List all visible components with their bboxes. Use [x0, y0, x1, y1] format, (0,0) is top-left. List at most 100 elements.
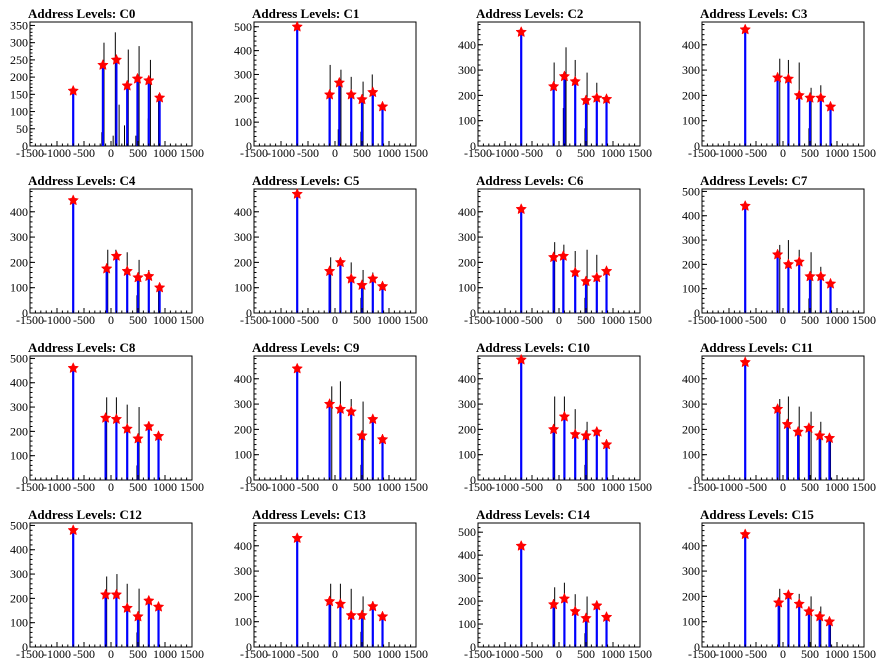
plot-frame	[253, 355, 417, 481]
y-tick-label: 300	[10, 400, 28, 414]
peak-marker	[152, 430, 165, 442]
peak-marker	[739, 199, 751, 211]
y-tick-label: 200	[682, 257, 700, 271]
peak-marker	[600, 610, 613, 623]
peak-marker	[793, 255, 805, 267]
peak-marker	[99, 588, 112, 600]
panel-title: Address Levels: C1	[252, 6, 359, 21]
peak-marker	[547, 423, 560, 435]
x-tick-label: -500	[745, 647, 767, 661]
peak-marker	[152, 600, 165, 612]
y-tick-label: 400	[682, 38, 700, 52]
x-tick-label: -1500	[688, 146, 716, 160]
peak-marker	[345, 609, 357, 621]
y-tick-label: 0	[694, 473, 700, 487]
peak-marker	[558, 70, 571, 82]
peak-marker	[792, 425, 804, 437]
peak-marker	[323, 88, 336, 100]
peak-marker	[803, 605, 815, 617]
y-tick-label: 100	[234, 115, 252, 129]
peak-marker	[143, 594, 155, 606]
y-tick-label: 0	[22, 640, 28, 654]
x-tick-label: 0	[108, 313, 114, 327]
y-tick-label: 400	[682, 372, 700, 386]
peak-marker	[367, 272, 379, 284]
x-tick-label: -1500	[16, 647, 44, 661]
x-tick-label: -1500	[464, 647, 492, 661]
y-tick-label: 0	[246, 640, 252, 654]
x-tick-label: -1500	[240, 146, 268, 160]
y-tick-label: 200	[10, 591, 28, 605]
x-tick-label: -1500	[240, 480, 268, 494]
x-tick-label: 0	[780, 146, 786, 160]
peak-marker	[591, 271, 603, 283]
peak-marker	[547, 251, 560, 263]
x-tick-label: -1500	[464, 480, 492, 494]
x-tick-label: -1000	[267, 146, 295, 160]
panel-title: Address Levels: C10	[476, 340, 590, 355]
peak-marker	[600, 93, 613, 105]
y-tick-label: 400	[458, 548, 476, 562]
x-tick-label: -500	[73, 146, 95, 160]
x-tick-label: 500	[129, 647, 147, 661]
y-tick-label: 100	[10, 449, 28, 463]
y-tick-label: 100	[234, 448, 252, 462]
peak-marker	[813, 429, 826, 441]
x-tick-label: 500	[577, 313, 595, 327]
x-tick-label: -500	[521, 146, 543, 160]
x-tick-label: -1000	[43, 146, 71, 160]
panel-title: Address Levels: C14	[476, 507, 590, 522]
peak-marker	[367, 413, 379, 425]
y-tick-label: 0	[22, 473, 28, 487]
y-tick-label: 500	[10, 518, 28, 532]
y-tick-label: 400	[10, 376, 28, 390]
peak-marker	[345, 405, 357, 417]
peak-marker	[600, 265, 613, 277]
y-tick-label: 100	[682, 114, 700, 128]
peak-marker	[345, 88, 357, 100]
peak-marker	[376, 433, 389, 445]
peak-marker	[771, 248, 784, 260]
chart-panel-c4: Address Levels: C4 0 100 200 300 400 -1500 -100…	[10, 173, 204, 327]
plot-frame	[477, 355, 641, 481]
panel-title: Address Levels: C8	[28, 340, 136, 355]
y-tick-label: 100	[458, 114, 476, 128]
chart-panel-c7: Address Levels: C70100200300400500-1500-…	[682, 173, 876, 327]
x-tick-label: 1000	[153, 647, 177, 661]
y-tick-label: 400	[458, 38, 476, 52]
y-tick-label: 100	[682, 282, 700, 296]
chart-panel-c11: Address Levels: C11 0 100 200 300 400 -1500 -10…	[682, 340, 876, 494]
x-tick-label: -1000	[715, 146, 743, 160]
peak-marker	[291, 362, 303, 374]
x-tick-label: -1000	[715, 480, 743, 494]
y-tick-label: 200	[234, 255, 252, 269]
y-tick-label: 300	[682, 63, 700, 77]
panel-title: Address Levels: C7	[700, 173, 808, 188]
y-tick-label: 0	[470, 306, 476, 320]
y-tick-label: 300	[234, 564, 252, 578]
peak-marker	[739, 23, 751, 35]
x-tick-label: 0	[780, 647, 786, 661]
y-tick-label: 300	[458, 230, 476, 244]
y-tick-label: 100	[10, 281, 28, 295]
x-tick-label: 0	[780, 313, 786, 327]
x-tick-label: -1000	[267, 313, 295, 327]
peak-marker	[323, 265, 336, 277]
plot-frame	[29, 21, 193, 147]
y-tick-label: 0	[246, 473, 252, 487]
x-tick-label: -1000	[267, 480, 295, 494]
peak-marker	[110, 588, 123, 600]
chart-panel-c12: Address Levels: C12 0 100 200 300 400 500 -1500…	[10, 507, 204, 661]
y-tick-label: 100	[682, 615, 700, 629]
y-tick-label: 100	[234, 615, 252, 629]
x-tick-label: 1500	[404, 146, 428, 160]
peak-marker	[334, 256, 347, 268]
y-tick-label: 0	[22, 306, 28, 320]
x-tick-label: 1500	[628, 313, 652, 327]
y-tick-label: 0	[470, 139, 476, 153]
peak-marker	[345, 272, 357, 284]
y-tick-label: 300	[458, 571, 476, 585]
peak-marker	[782, 588, 795, 601]
peak-marker	[376, 610, 389, 622]
x-tick-label: 1000	[153, 480, 177, 494]
